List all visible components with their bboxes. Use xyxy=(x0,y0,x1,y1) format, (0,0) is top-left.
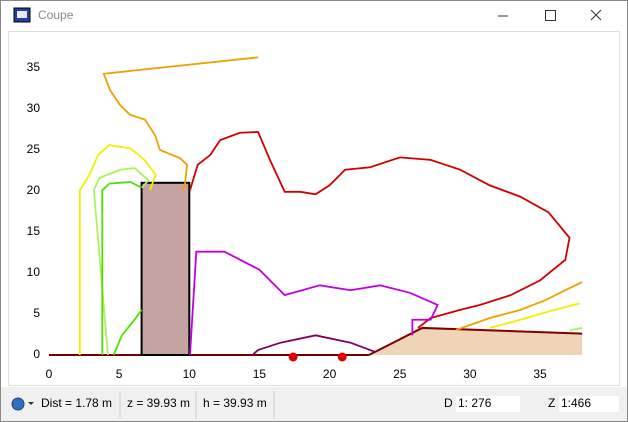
contour-line xyxy=(489,302,580,329)
x-tick-label: 30 xyxy=(463,367,477,381)
contour-line xyxy=(101,181,141,355)
receiver-point xyxy=(288,352,298,362)
y-tick-label: 30 xyxy=(27,101,41,115)
status-h: h = 39.93 m xyxy=(203,396,267,410)
plot: 0 5 10 15 20 25 30 35 0 5 10 15 20 25 30 35 xyxy=(27,56,583,381)
window-title: Coupe xyxy=(38,8,74,22)
status-bar xyxy=(1,387,627,421)
x-tick-label: 25 xyxy=(393,367,407,381)
status-d-scale: 1: 276 xyxy=(458,396,492,410)
contour-line xyxy=(102,56,259,191)
y-tick-label: 0 xyxy=(33,347,40,361)
app-icon-inner xyxy=(17,11,27,18)
x-tick-label: 15 xyxy=(253,367,267,381)
y-tick-label: 25 xyxy=(27,142,41,156)
status-z-scale: 1:466 xyxy=(561,396,591,410)
close-button[interactable] xyxy=(590,9,602,21)
contour-line xyxy=(92,167,150,356)
y-tick-label: 5 xyxy=(33,306,40,320)
y-tick-label: 20 xyxy=(27,183,41,197)
status-z-label: Z xyxy=(548,396,555,410)
contour-line xyxy=(189,131,571,329)
d-scale-box xyxy=(456,396,520,412)
terrain-edge xyxy=(368,326,583,356)
maximize-button[interactable] xyxy=(545,10,556,21)
x-tick-label: 35 xyxy=(533,367,547,381)
status-d-label: D xyxy=(444,396,453,410)
status-dist: Dist = 1.78 m xyxy=(41,396,112,410)
settings-dropdown[interactable] xyxy=(28,402,34,405)
contour-line xyxy=(189,250,439,356)
y-tick-label: 15 xyxy=(27,224,41,238)
settings-icon[interactable] xyxy=(11,397,25,411)
x-tick-label: 10 xyxy=(183,367,197,381)
x-tick-label: 5 xyxy=(116,367,123,381)
contour-line xyxy=(455,281,583,331)
x-tick-label: 20 xyxy=(323,367,337,381)
terrain xyxy=(368,327,583,355)
contour-line xyxy=(251,334,375,356)
status-z: z = 39.93 m xyxy=(127,396,190,410)
receiver-point xyxy=(337,352,347,362)
contour-line xyxy=(112,309,143,356)
z-scale-box xyxy=(559,396,619,412)
x-tick-label: 0 xyxy=(46,367,53,381)
y-tick-label: 10 xyxy=(27,265,41,279)
building xyxy=(140,181,191,356)
contour-line xyxy=(78,144,157,355)
contour-line xyxy=(569,327,583,332)
y-tick-label: 35 xyxy=(27,60,41,74)
